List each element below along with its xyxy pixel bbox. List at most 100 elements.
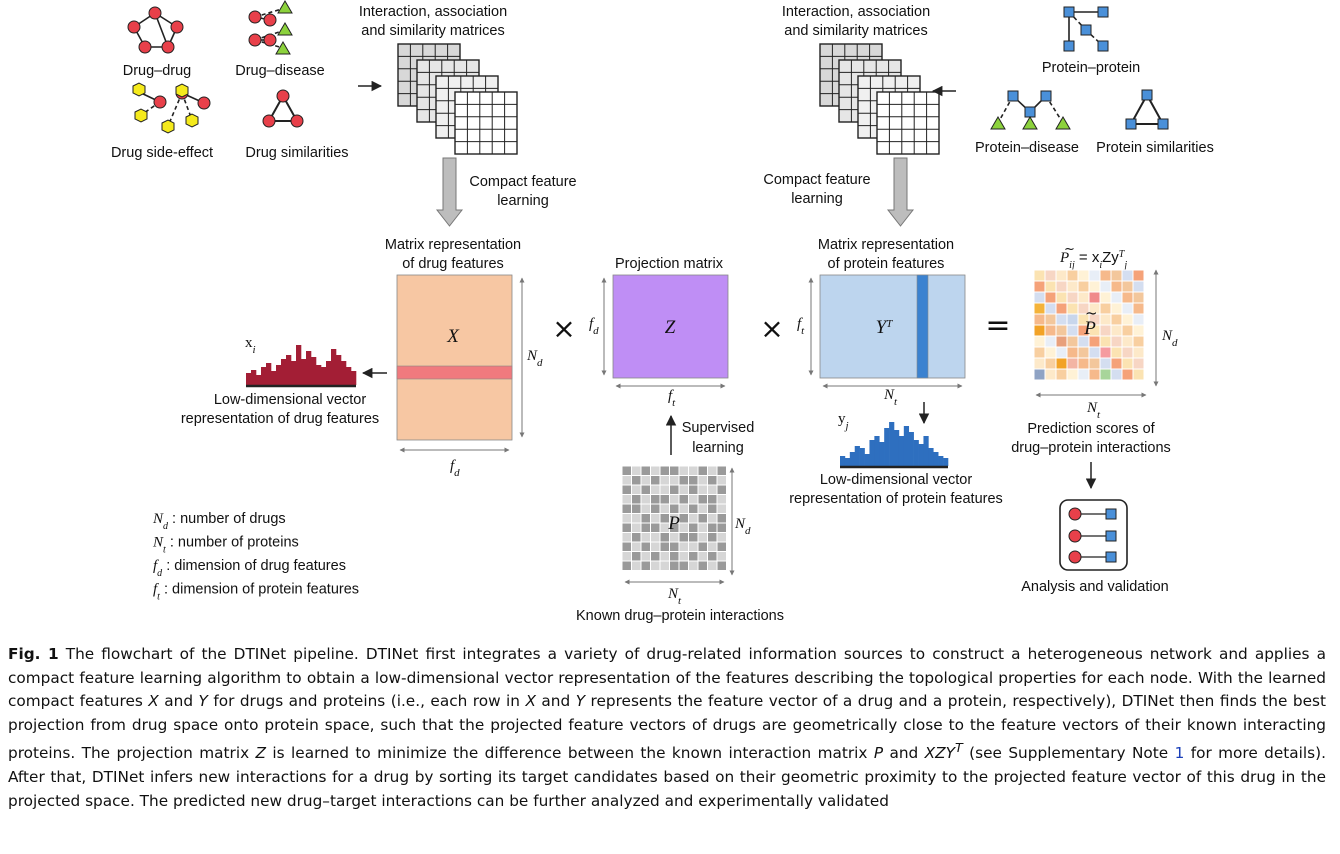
prediction-cell [1066, 335, 1079, 348]
drug-rows-label: Nd [526, 348, 543, 369]
vector-bar [943, 458, 949, 466]
prediction-cell [1099, 302, 1112, 315]
prediction-cell [1088, 368, 1101, 381]
caption-x-1: X [148, 692, 159, 711]
known-cell [631, 522, 642, 533]
prediction-cell [1033, 357, 1046, 370]
prediction-caption-line2: drug–protein interactions [1011, 440, 1171, 456]
known-cell [678, 494, 689, 505]
matrix-sheet [454, 91, 518, 155]
prediction-cell [1132, 357, 1145, 370]
prediction-cell [1099, 324, 1112, 337]
prediction-matrix-symbol: P [1083, 318, 1096, 339]
prediction-cell [1077, 291, 1090, 304]
prediction-cell [1132, 280, 1145, 293]
known-cell [621, 551, 632, 562]
drug-similarities-label: Drug similarities [245, 145, 348, 161]
known-cell [621, 532, 632, 543]
known-cell [678, 541, 689, 552]
known-cell [688, 484, 699, 495]
prediction-cell [1110, 346, 1123, 359]
known-cell [697, 475, 708, 486]
known-cell [678, 475, 689, 486]
prediction-cell [1044, 291, 1057, 304]
drug-vector-label: xi [245, 335, 256, 356]
known-cell [631, 484, 642, 495]
vector-bar [903, 426, 910, 466]
vector-bar [331, 349, 337, 385]
known-cell [669, 541, 680, 552]
vector-bar [286, 355, 292, 385]
protein-compact-learning-arrow [886, 157, 915, 227]
legend-entry: ft : dimension of protein features [153, 582, 359, 603]
known-cell [650, 532, 661, 543]
prediction-cell [1066, 357, 1079, 370]
prediction-cell [1121, 324, 1134, 337]
drug-drug-network-icon [127, 6, 184, 54]
caption-text-2: and [158, 692, 199, 711]
prediction-cell [1033, 291, 1046, 304]
known-cell [716, 551, 727, 562]
known-cell [678, 522, 689, 533]
known-cell [688, 551, 699, 562]
supplementary-note-link[interactable]: 1 [1174, 744, 1185, 763]
protein-matrix-symbol: YT [876, 317, 894, 338]
supervised-label-line2: learning [692, 440, 744, 456]
prediction-cell [1044, 368, 1057, 381]
drug-disease-network-icon [248, 0, 293, 55]
prediction-cell [1033, 269, 1046, 282]
known-cell [631, 475, 642, 486]
known-cell [707, 551, 718, 562]
protein-feature-matrix [819, 274, 966, 379]
prediction-cell [1121, 368, 1134, 381]
known-cell [659, 560, 670, 571]
known-cell [631, 494, 642, 505]
known-cell [707, 503, 718, 514]
protein-compact-label-line1: Compact feature [763, 172, 870, 188]
known-cell [716, 503, 727, 514]
protein-cols-label: Nt [883, 387, 898, 408]
known-cell [631, 465, 642, 476]
legend-entry: Nt : number of proteins [152, 535, 299, 556]
protein-disease-label: Protein–disease [975, 140, 1079, 156]
known-cell [678, 503, 689, 514]
vector-bar [894, 430, 900, 466]
drug-vector-caption-line2: representation of drug features [181, 411, 379, 427]
prediction-cell [1044, 346, 1057, 359]
vector-bar [874, 436, 880, 466]
prediction-cell [1099, 335, 1112, 348]
drug-matrices-label-line1: Interaction, association [359, 4, 507, 20]
caption-text-6: is learned to minimize the difference be… [266, 744, 874, 763]
known-cell [621, 522, 632, 533]
dtinet-pipeline-diagram: Drug–drug Drug–disease [111, 0, 1214, 624]
vector-bar [346, 367, 352, 385]
prediction-cell [1055, 302, 1068, 315]
prediction-cell [1121, 269, 1134, 282]
prediction-cell [1044, 280, 1057, 293]
prediction-cell [1099, 269, 1112, 282]
protein-vector-bar-plot [840, 422, 949, 469]
vector-bar [864, 454, 870, 466]
drug-feature-row-band [396, 365, 513, 380]
drug-side-effect-label: Drug side-effect [111, 145, 213, 161]
protein-disease-network-icon [990, 90, 1071, 130]
protein-vector-caption-line2: representation of protein features [789, 491, 1003, 507]
drug-side-effect-network-icon [132, 82, 211, 134]
prediction-cell [1121, 291, 1134, 304]
known-cell [678, 560, 689, 571]
prediction-cell [1055, 280, 1068, 293]
known-cell [707, 522, 718, 533]
known-cell [688, 503, 699, 514]
vector-bar [879, 442, 885, 466]
prediction-cell [1132, 269, 1145, 282]
known-cell [669, 465, 680, 476]
protein-matrix-title-line1: Matrix representation [818, 237, 954, 253]
known-cell [631, 541, 642, 552]
known-cell [631, 551, 642, 562]
prediction-cell [1132, 346, 1145, 359]
vector-bar [869, 440, 875, 466]
prediction-cell [1066, 346, 1079, 359]
drug-matrix-title-line1: Matrix representation [385, 237, 521, 253]
prediction-cell [1110, 291, 1123, 304]
prediction-caption-line1: Prediction scores of [1027, 421, 1155, 437]
